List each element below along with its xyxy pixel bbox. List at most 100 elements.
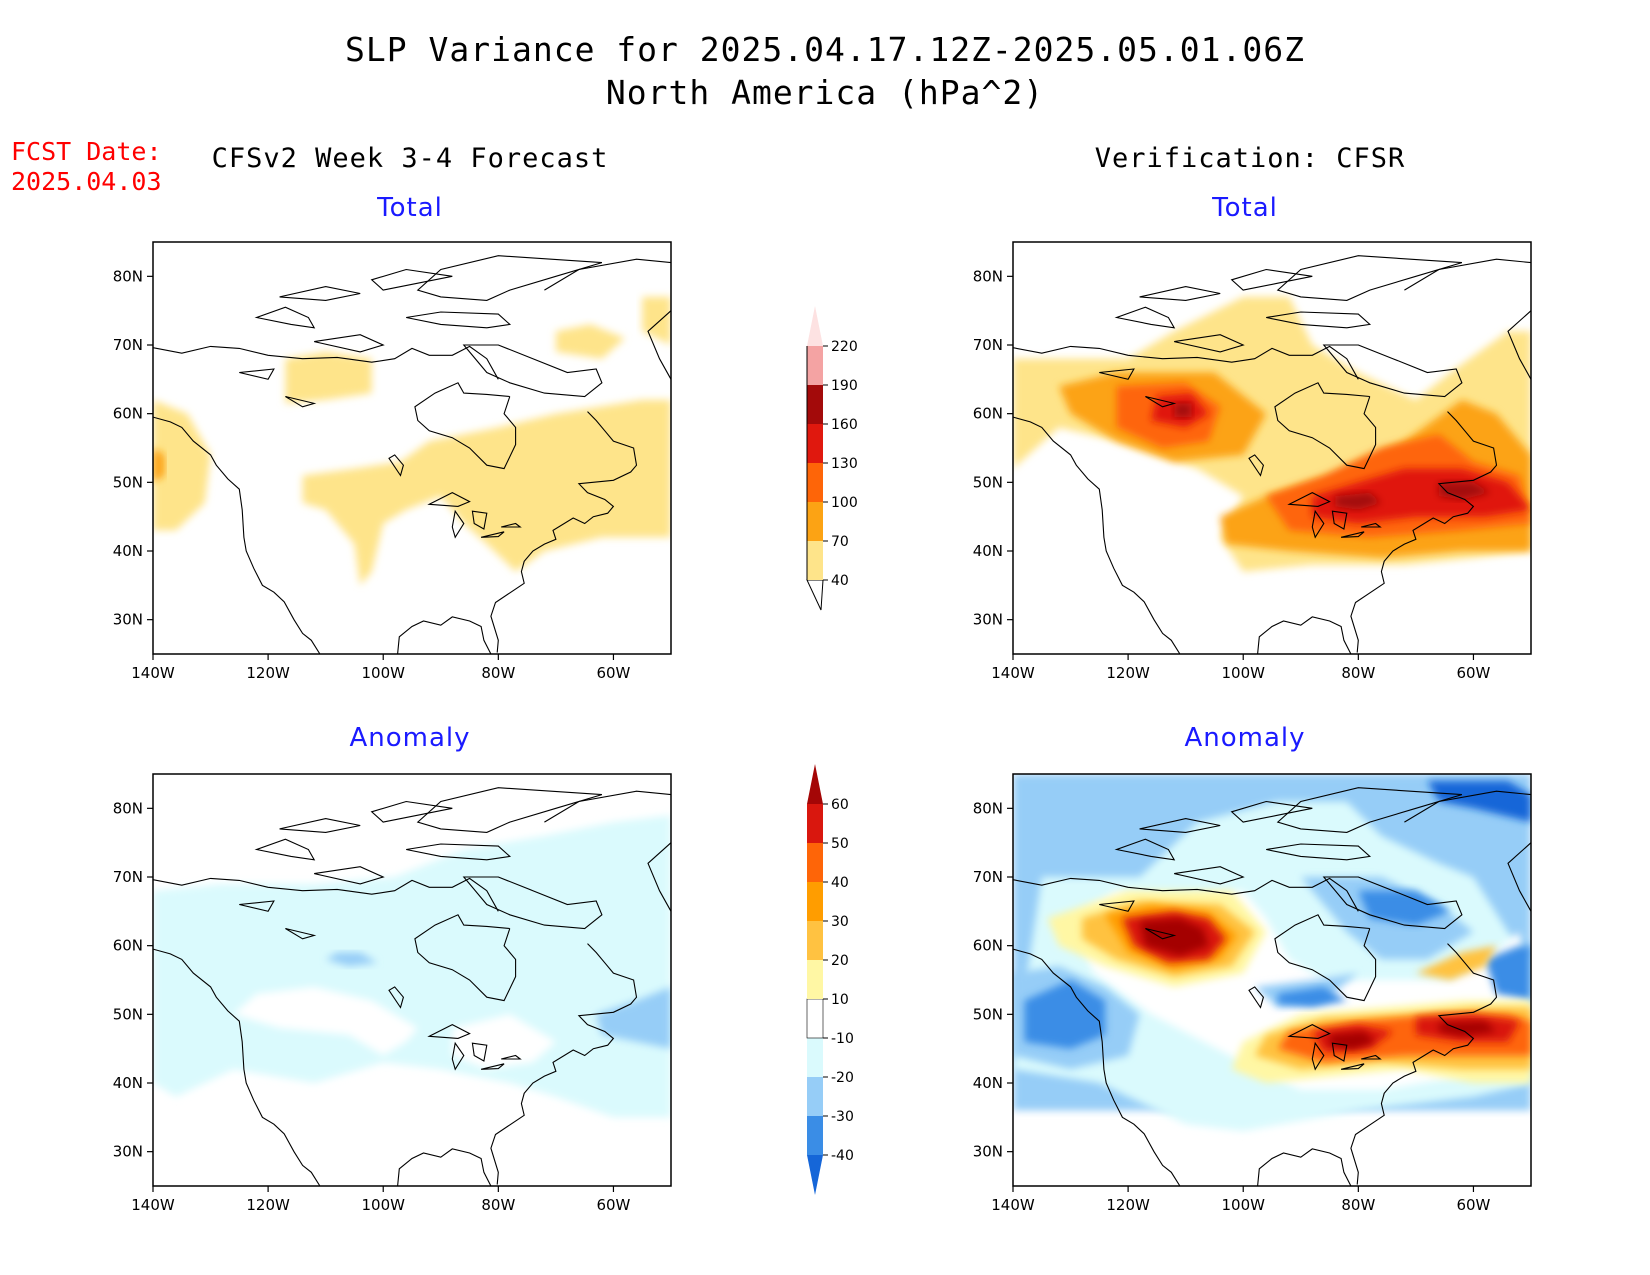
lat-tick-label: 70N <box>113 336 143 354</box>
shaded-region <box>153 399 211 531</box>
lat-tick-label: 40N <box>973 1074 1003 1092</box>
lat-tick-label: 30N <box>973 611 1003 629</box>
panel-title-bottom-right: Anomaly <box>1184 723 1306 753</box>
colorbar-label: 220 <box>831 339 858 355</box>
colorbar-segment <box>807 502 823 541</box>
colorbar-under-triangle <box>807 1155 823 1195</box>
lat-tick-label: 30N <box>973 1143 1003 1161</box>
coastlines <box>1013 255 1531 654</box>
lon-tick-label: 60W <box>1456 1196 1490 1212</box>
lon-tick-label: 120W <box>1106 664 1150 680</box>
map-frame <box>1012 241 1532 655</box>
shaded-region <box>1329 1031 1376 1050</box>
shaded-region <box>153 448 165 483</box>
colorbar-segment <box>807 882 823 921</box>
shaded-region <box>1277 986 1347 1008</box>
lon-tick-label: 120W <box>246 1196 290 1212</box>
fcst-date-label: FCST Date: <box>11 137 162 166</box>
colorbar-label: 30 <box>831 914 849 930</box>
shaded-region <box>1485 945 1531 1001</box>
lon-tick-label: 80W <box>1341 1196 1375 1212</box>
panel-title-top-right: Total <box>1212 193 1278 223</box>
right-column-title: Verification: CFSR <box>1094 143 1406 174</box>
colorbar-label: 190 <box>831 378 858 394</box>
colorbar-label: 10 <box>831 992 849 1008</box>
lat-tick-label: 50N <box>113 473 143 491</box>
shaded-region <box>596 986 671 1049</box>
lat-tick-label: 80N <box>113 799 143 817</box>
lon-tick-label: 140W <box>131 664 175 680</box>
map-panel-forecast-total: 140W 120W 100W 80W 60W 80N 70N 60N 50N 40N 30N <box>113 241 672 680</box>
panel-title-top-left: Total <box>377 193 443 223</box>
colorbar-over-triangle <box>807 764 823 804</box>
shaded-region <box>642 296 671 345</box>
colorbar-under-triangle <box>806 579 824 611</box>
shaded-region <box>555 324 625 359</box>
shaded-region <box>1358 890 1451 926</box>
colorbar-segment <box>807 843 823 882</box>
colorbar-segment <box>806 998 824 1039</box>
lat-tick-label: 70N <box>113 868 143 886</box>
colorbar-over-triangle <box>807 306 823 346</box>
map-frame <box>152 241 672 655</box>
lat-tick-label: 60N <box>973 937 1003 955</box>
lon-tick-label: 60W <box>596 1196 630 1212</box>
lon-tick-label: 100W <box>361 664 405 680</box>
lat-tick-label: 80N <box>113 267 143 285</box>
lat-tick-label: 60N <box>113 405 143 423</box>
total-colorbar: 40 70 100 130 160 190 220 <box>806 306 858 611</box>
colorbar-segment <box>807 424 823 463</box>
lat-tick-label: 50N <box>113 1005 143 1023</box>
shaded-region <box>1415 945 1497 980</box>
lon-tick-label: 80W <box>1341 664 1375 680</box>
colorbar-label: 160 <box>831 417 858 433</box>
map-frame <box>1012 773 1532 1187</box>
coastlines <box>1013 787 1531 1186</box>
colorbar-label: 130 <box>831 456 858 472</box>
main-subtitle: North America (hPa^2) <box>605 73 1045 112</box>
map-panel-verification-total: 140W 120W 100W 80W 60W 80N 70N 60N 50N 40N 30N <box>973 241 1532 680</box>
lon-tick-label: 140W <box>131 1196 175 1212</box>
lon-tick-label: 100W <box>361 1196 405 1212</box>
map-panel-verification-anomaly: 140W 120W 100W 80W 60W 80N 70N 60N 50N 40N 30N <box>973 773 1532 1212</box>
lon-tick-label: 120W <box>1106 1196 1150 1212</box>
lat-tick-label: 30N <box>113 1143 143 1161</box>
lon-tick-label: 140W <box>991 664 1035 680</box>
map-panel-forecast-anomaly: 140W 120W 100W 80W 60W 80N 70N 60N 50N 40N 30N <box>113 773 672 1212</box>
colorbar-segment <box>807 1116 823 1155</box>
lat-tick-label: 70N <box>973 868 1003 886</box>
colorbar-label: 70 <box>831 534 849 550</box>
panel-title-bottom-left: Anomaly <box>349 723 471 753</box>
lon-tick-label: 80W <box>481 1196 515 1212</box>
shaded-region <box>1312 468 1531 524</box>
lat-tick-label: 40N <box>113 542 143 560</box>
shaded-region <box>1427 780 1531 823</box>
colorbar-label: 40 <box>831 875 849 891</box>
shaded-region <box>285 351 372 404</box>
lat-tick-label: 50N <box>973 473 1003 491</box>
colorbar-segment <box>807 804 823 843</box>
colorbar-segment <box>807 921 823 960</box>
left-column-title: CFSv2 Week 3-4 Forecast <box>211 143 609 174</box>
shaded-region <box>1024 980 1106 1049</box>
shaded-region <box>325 952 378 967</box>
coastlines <box>153 787 671 1186</box>
lat-tick-label: 40N <box>973 542 1003 560</box>
lat-tick-label: 80N <box>973 799 1003 817</box>
colorbar-label: 100 <box>831 495 858 511</box>
colorbar-label: -30 <box>831 1109 854 1125</box>
lat-tick-label: 30N <box>113 611 143 629</box>
colorbar-label: -10 <box>831 1031 854 1047</box>
lon-tick-label: 140W <box>991 1196 1035 1212</box>
colorbar-segment <box>807 346 823 385</box>
lon-tick-label: 100W <box>1221 664 1265 680</box>
shaded-region <box>302 399 671 586</box>
lon-tick-label: 100W <box>1221 1196 1265 1212</box>
colorbar-label: 60 <box>831 797 849 813</box>
shaded-region <box>233 986 418 1056</box>
coastlines <box>153 255 671 654</box>
main-title: SLP Variance for 2025.04.17.12Z-2025.05.… <box>345 30 1305 69</box>
shaded-region <box>452 1014 556 1070</box>
shaded-region <box>1174 403 1192 418</box>
anomaly-colorbar: -40 -30 -20 -10 10 20 30 40 50 60 <box>806 764 854 1195</box>
